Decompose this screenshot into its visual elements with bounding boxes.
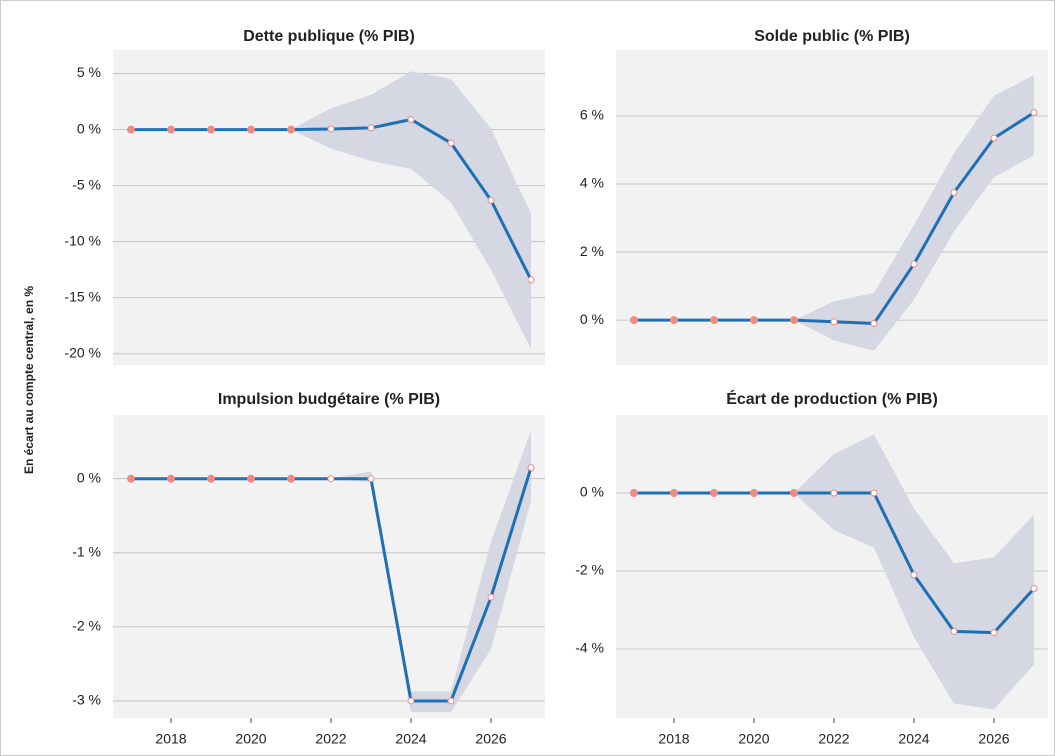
plot-background	[113, 415, 545, 718]
y-tick-label: -4 %	[575, 640, 604, 656]
data-point	[207, 125, 215, 134]
x-tick-label: 2022	[818, 731, 849, 747]
y-tick-label: -20 %	[64, 344, 101, 360]
y-tick-label: -10 %	[64, 232, 101, 248]
x-tick-label: 2022	[315, 731, 346, 747]
data-point	[247, 474, 255, 483]
data-point	[830, 318, 838, 326]
data-point	[670, 316, 678, 325]
chart-title: Solde public (% PIB)	[754, 28, 910, 45]
data-point	[750, 488, 758, 497]
data-point	[527, 276, 535, 284]
data-point	[207, 474, 215, 483]
data-point	[247, 125, 255, 134]
data-point	[447, 697, 455, 705]
y-tick-label: -2 %	[72, 618, 101, 634]
y-tick-label: -3 %	[72, 692, 101, 708]
uncertainty-band	[634, 434, 1034, 710]
data-point	[327, 125, 335, 133]
y-tick-label: 6 %	[580, 107, 604, 123]
data-point	[447, 139, 455, 147]
data-point	[127, 125, 135, 134]
chart-title: Impulsion budgétaire (% PIB)	[218, 391, 440, 408]
x-tick-label: 2020	[738, 731, 769, 747]
y-tick-label: 0 %	[580, 484, 604, 500]
data-point	[167, 474, 175, 483]
data-point	[287, 125, 295, 134]
data-point	[367, 475, 375, 483]
x-tick-label: 2018	[658, 731, 689, 747]
uncertainty-band	[634, 75, 1034, 351]
x-tick-label: 2024	[395, 731, 426, 747]
data-point	[630, 316, 638, 325]
data-point	[790, 316, 798, 325]
data-point	[487, 593, 495, 601]
data-point	[1030, 585, 1038, 593]
data-point	[407, 116, 415, 124]
y-tick-label: 0 %	[580, 311, 604, 327]
data-point	[487, 196, 495, 204]
data-point	[710, 316, 718, 325]
data-point	[870, 319, 878, 327]
y-axis-label: En écart au compte central, en %	[22, 286, 36, 474]
data-point	[1030, 109, 1038, 117]
data-point	[910, 260, 918, 268]
data-point	[990, 134, 998, 142]
data-point	[327, 475, 335, 483]
chart-title: Dette publique (% PIB)	[243, 28, 415, 45]
x-tick-label: 2026	[978, 731, 1009, 747]
data-point	[950, 627, 958, 635]
x-tick-label: 2024	[898, 731, 929, 747]
y-tick-label: -1 %	[72, 543, 101, 559]
data-point	[830, 489, 838, 497]
x-tick-label: 2026	[475, 731, 506, 747]
y-tick-label: 5 %	[77, 64, 101, 80]
x-tick-label: 2020	[235, 731, 266, 747]
data-point	[750, 316, 758, 325]
data-point	[630, 488, 638, 497]
data-point	[670, 488, 678, 497]
y-tick-label: 2 %	[580, 243, 604, 259]
y-tick-label: -2 %	[575, 562, 604, 578]
data-point	[710, 488, 718, 497]
data-point	[367, 124, 375, 132]
data-point	[790, 488, 798, 497]
y-tick-label: 4 %	[580, 175, 604, 191]
y-tick-label: -5 %	[72, 176, 101, 192]
data-point	[287, 474, 295, 483]
y-tick-label: 0 %	[77, 469, 101, 485]
data-point	[990, 629, 998, 637]
data-point	[127, 474, 135, 483]
chart-title: Écart de production (% PIB)	[726, 389, 938, 408]
x-tick-label: 2018	[155, 731, 186, 747]
y-tick-label: 0 %	[77, 120, 101, 136]
data-point	[167, 125, 175, 134]
data-point	[950, 189, 958, 197]
data-point	[870, 489, 878, 497]
data-point	[910, 571, 918, 579]
data-point	[527, 464, 535, 472]
y-tick-label: -15 %	[64, 288, 101, 304]
data-point	[407, 697, 415, 705]
uncertainty-band	[131, 71, 531, 350]
